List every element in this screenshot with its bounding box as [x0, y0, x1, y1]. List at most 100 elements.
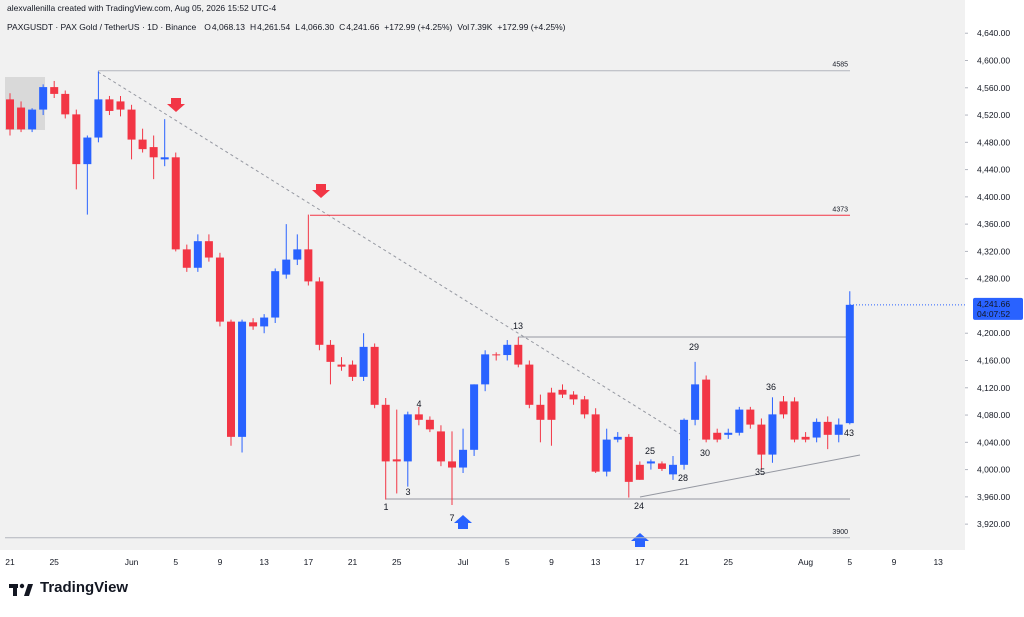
candle-body [779, 401, 788, 415]
candle-body [293, 249, 302, 260]
wave-label: 24 [634, 501, 644, 511]
candle-body [227, 321, 235, 437]
wave-label: 28 [678, 473, 688, 483]
x-tick-label: 13 [591, 557, 601, 567]
ohlc-stat: O [204, 22, 211, 32]
candle-body [635, 464, 644, 480]
y-tick-label: 4,000.00 [977, 465, 1010, 475]
candle-body [392, 459, 401, 462]
arrow-up [631, 533, 649, 547]
wave-label: 35 [755, 467, 765, 477]
candle-body [558, 389, 567, 395]
candle-body [348, 364, 357, 377]
x-tick-label: 5 [505, 557, 510, 567]
x-tick-label: 5 [847, 557, 852, 567]
symbol: PAXGUSDT · PAX Gold / TetherUS · 1D · Bi… [7, 22, 197, 32]
candle-body [238, 321, 247, 437]
candle-body [425, 419, 434, 430]
candle-body [613, 436, 622, 440]
candle-body [39, 87, 48, 110]
level-label: 3900 [832, 529, 848, 536]
candle-body [448, 461, 456, 468]
wave-label: 1 [383, 502, 388, 512]
candle-body [249, 322, 258, 327]
y-tick-label: 4,360.00 [977, 219, 1010, 229]
candle-body [282, 259, 291, 275]
last-price-box [973, 297, 1023, 320]
x-tick-label: 21 [5, 557, 15, 567]
y-tick-label: 4,320.00 [977, 246, 1010, 256]
y-tick-label: 4,160.00 [977, 356, 1010, 366]
x-axis: 21 25 Jun 5 9 13 17 21 25 Jul 5 9 13 17 21 25 Aug 5 9 13 [5, 557, 943, 567]
candle-body [768, 414, 777, 455]
candle-body [514, 344, 523, 365]
candle-body [116, 101, 125, 110]
logo: TradingView [40, 579, 128, 596]
candle-body [17, 107, 26, 130]
candle-body [823, 421, 832, 435]
ohlc-stat: Vol [457, 22, 469, 32]
x-tick-label: 17 [304, 557, 314, 567]
candle-body [646, 461, 655, 464]
candle-body [569, 394, 578, 400]
y-tick-label: 4,280.00 [977, 274, 1010, 284]
wave-label: 29 [689, 342, 699, 352]
arrow-down [167, 98, 185, 112]
arrow-up [454, 515, 472, 529]
y-tick-label: 3,960.00 [977, 492, 1010, 502]
candle-body [436, 431, 445, 462]
candle-body [713, 432, 722, 440]
ohlc-stat: L [295, 22, 300, 32]
candle-body [459, 449, 468, 468]
candle-body [757, 424, 766, 455]
wave-label: 3 [405, 487, 410, 497]
x-tick-label: Aug [798, 557, 813, 567]
wave-label: 25 [645, 446, 655, 456]
y-tick-label: 4,200.00 [977, 328, 1010, 338]
candle-body [547, 392, 556, 420]
y-tick-label: 3,920.00 [977, 519, 1010, 529]
candle-body [359, 346, 368, 377]
candle-body [28, 109, 37, 130]
wave-label: 30 [700, 448, 710, 458]
candle-body [536, 404, 545, 420]
candle-body [691, 384, 700, 420]
y-tick-label: 4,080.00 [977, 410, 1010, 420]
y-tick-label: 4,040.00 [977, 437, 1010, 447]
wave-label: 36 [766, 382, 776, 392]
candle-body [624, 436, 633, 482]
candle-body [127, 109, 136, 140]
x-tick-label: 13 [933, 557, 943, 567]
candle-body [414, 414, 423, 420]
candle-body [525, 364, 534, 405]
candle-body [746, 409, 755, 425]
wave-label: 7 [449, 513, 454, 523]
candle-body [403, 414, 412, 462]
candle-body [790, 401, 799, 440]
y-tick-label: 4,120.00 [977, 383, 1010, 393]
plot-background [0, 0, 965, 550]
candle-body [204, 241, 213, 258]
candle-body [105, 99, 114, 111]
logo-mark [9, 583, 33, 596]
y-tick-label: 4,560.00 [977, 83, 1010, 93]
countdown-label: 04:07:52 [977, 309, 1010, 319]
candle-body [83, 137, 92, 165]
trend-line [97, 71, 691, 441]
candle-body [580, 399, 589, 415]
candle-body [470, 384, 479, 450]
candle-body [149, 147, 158, 158]
candle-body [381, 404, 390, 462]
candle-body [6, 99, 14, 130]
candle-body [735, 409, 744, 433]
arrow-down [312, 184, 330, 198]
candle-body [271, 271, 280, 318]
ohlc-stat: 4,068.13 [212, 22, 245, 32]
x-tick-label: 5 [173, 557, 178, 567]
last-price-label: 4,241.66 [977, 299, 1010, 309]
candle-body [72, 114, 81, 165]
candle-body [602, 439, 611, 472]
x-tick-label: Jun [125, 557, 139, 567]
